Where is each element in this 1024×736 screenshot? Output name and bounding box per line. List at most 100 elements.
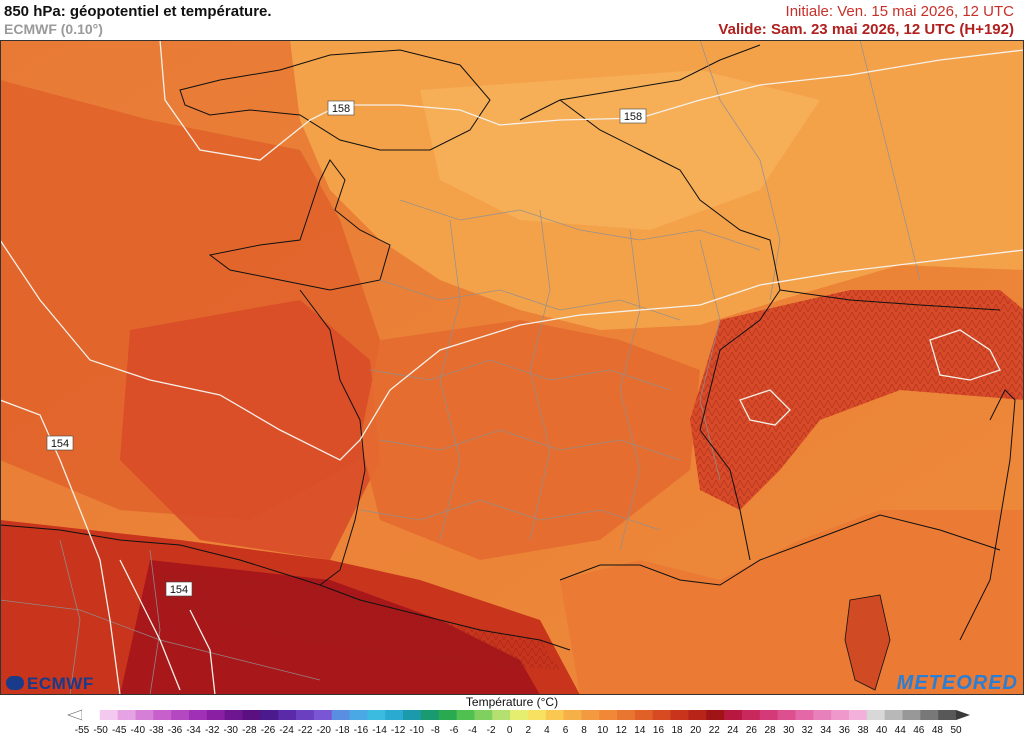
temperature-legend: Température (°C) -55 -50 -45 -40 -38 -36 -34 -3… (0, 695, 1024, 736)
legend-swatch (420, 710, 440, 720)
legend-tick-label: 18 (672, 725, 684, 736)
legend-swatch (670, 710, 689, 720)
legend-swatch (135, 710, 154, 720)
legend-tick-label: 20 (690, 725, 702, 736)
legend-tick-label: 34 (820, 725, 832, 736)
legend-tick-label: -34 (186, 725, 201, 736)
legend-tick-label: -36 (168, 725, 183, 736)
legend-tick-label: -28 (242, 725, 257, 736)
legend-swatch (242, 710, 261, 720)
ecmwf-logo-text: ECMWF (27, 674, 94, 693)
contour-label-3: 154 (46, 435, 74, 451)
legend-tick-label: 36 (839, 725, 851, 736)
legend-swatch (866, 710, 886, 720)
coastline-north-sea (519, 44, 761, 121)
legend-tick-label: -18 (335, 725, 350, 736)
meteored-logo: METEORED (896, 672, 1018, 694)
legend-tick-label: -26 (261, 725, 276, 736)
legend-swatch (581, 710, 600, 720)
legend-tick-label: -32 (205, 725, 220, 736)
legend-swatch (634, 710, 654, 720)
contour-label-1: 158 (327, 100, 355, 116)
legend-swatch (563, 710, 582, 720)
legend-tick-label: 4 (544, 725, 550, 736)
legend-tick-label: 28 (764, 725, 776, 736)
legend-swatch (706, 710, 725, 720)
legend-tick-label: -20 (317, 725, 332, 736)
legend-swatch (206, 710, 226, 720)
coastline-italy (959, 389, 1016, 641)
temp-zone-biscay (120, 300, 380, 560)
pyrenees-relief (160, 570, 560, 670)
legend-tick-label: 46 (913, 725, 925, 736)
legend-swatch (331, 710, 351, 720)
temperature-map: 158 158 154 154 (0, 40, 1024, 695)
legend-swatch (688, 710, 707, 720)
legend-tick-label: -2 (487, 725, 496, 736)
legend-tick-label: 10 (597, 725, 609, 736)
legend-swatch (848, 710, 868, 720)
legend-arrow-right (956, 710, 970, 720)
legend-tick-label: -30 (224, 725, 239, 736)
legend-swatch (617, 710, 636, 720)
legend-tick-label: 24 (727, 725, 739, 736)
legend-tick-label: 22 (709, 725, 721, 736)
legend-tick-label: -14 (372, 725, 387, 736)
legend-tick-label: 38 (857, 725, 869, 736)
legend-swatch (474, 710, 493, 720)
alps-relief (690, 290, 1024, 510)
svg-text:158: 158 (624, 111, 642, 123)
map-title: 850 hPa: géopotentiel et température. (4, 3, 272, 20)
legend-tick-label: 44 (895, 725, 907, 736)
legend-tick-label: -38 (149, 725, 164, 736)
valid-time: Valide: Sam. 23 mai 2026, 12 UTC (H+192) (718, 21, 1014, 38)
ecmwf-logo-icon (6, 676, 24, 690)
legend-title: Température (°C) (466, 695, 558, 709)
legend-tick-label: 26 (746, 725, 758, 736)
initial-time: Initiale: Ven. 15 mai 2026, 12 UTC (785, 3, 1014, 20)
legend-swatch (920, 710, 939, 720)
legend-arrow-left (67, 709, 83, 721)
legend-swatch (884, 710, 903, 720)
legend-swatch (117, 710, 137, 720)
legend-tick-label: -16 (354, 725, 369, 736)
legend-swatch (545, 710, 565, 720)
legend-swatch (759, 710, 779, 720)
geopotential-contours (0, 40, 1024, 695)
legend-swatch (260, 710, 279, 720)
legend-swatch (313, 710, 333, 720)
legend-swatch (99, 710, 119, 720)
legend-swatch (171, 710, 190, 720)
legend-swatch (831, 710, 850, 720)
legend-swatch (367, 710, 386, 720)
coastline-cantabric (0, 524, 321, 586)
legend-swatch (403, 710, 422, 720)
legend-tick-label: 6 (563, 725, 569, 736)
legend-swatch (652, 710, 672, 720)
legend-tick-label: -10 (409, 725, 424, 736)
legend-bar (67, 709, 970, 721)
contour-label-2: 158 (619, 108, 647, 124)
legend-swatch (296, 710, 315, 720)
legend-swatch (741, 710, 761, 720)
svg-text:154: 154 (51, 438, 69, 450)
svg-text:158: 158 (332, 103, 350, 115)
temp-zone-med (560, 510, 1024, 695)
legend-swatch (278, 710, 297, 720)
legend-swatch (456, 710, 475, 720)
temp-zone-lighter (420, 70, 820, 230)
legend-tick-label: 32 (802, 725, 814, 736)
legend-tick-label: -8 (431, 725, 440, 736)
legend-swatch (224, 710, 244, 720)
svg-text:154: 154 (170, 584, 188, 596)
legend-tick-label: -6 (449, 725, 458, 736)
model-label: ECMWF (0.10°) (4, 21, 103, 37)
legend-swatch (510, 710, 529, 720)
legend-tick-label: -24 (279, 725, 294, 736)
country-borders (319, 99, 1001, 651)
legend-swatch (438, 710, 458, 720)
legend-tick-label: 40 (876, 725, 888, 736)
legend-tick-label: -45 (112, 725, 127, 736)
contour-label-4: 154 (165, 581, 193, 597)
legend-swatch (82, 710, 101, 720)
